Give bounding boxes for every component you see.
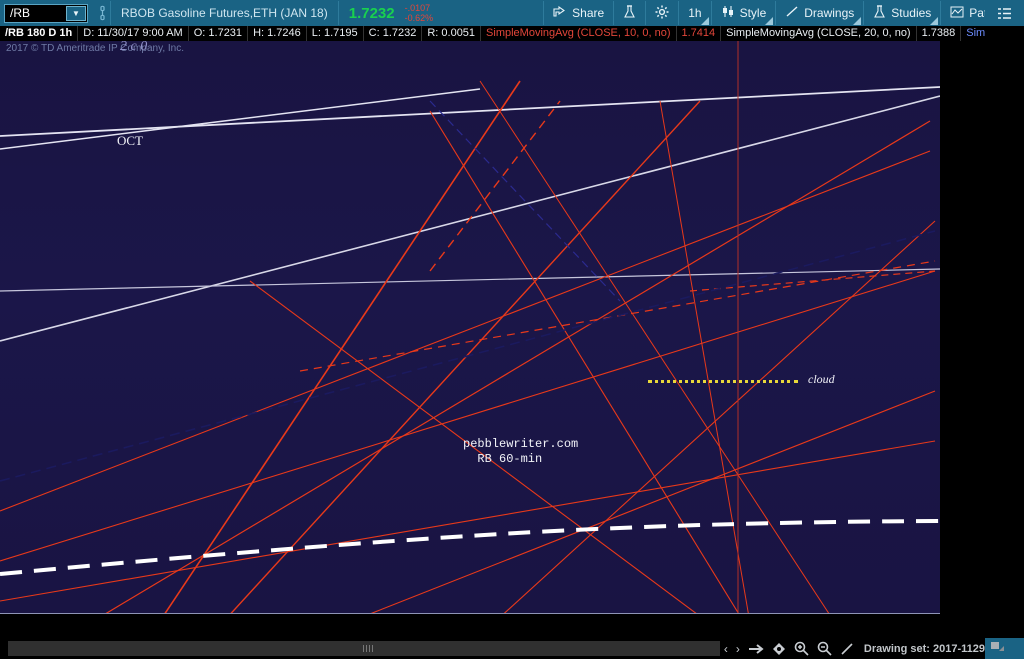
- top-toolbar: ▼ RBOB Gasoline Futures,ETH (JAN 18) 1.7…: [0, 0, 1024, 26]
- corner-expand-icon[interactable]: [930, 17, 939, 25]
- drawings-button[interactable]: Drawings: [776, 0, 863, 26]
- symbol-selector[interactable]: ▼: [0, 0, 110, 26]
- price-axis[interactable]: [940, 41, 985, 613]
- sidebar-tab-strip: [985, 26, 1024, 638]
- horizontal-scrollbar[interactable]: [8, 641, 720, 656]
- bottom-bar: ‹ › Drawi: [0, 638, 993, 659]
- crosshair-icon[interactable]: [768, 642, 790, 656]
- line-tool-icon[interactable]: [836, 642, 858, 656]
- bar-high: H: 1.7246: [248, 26, 307, 41]
- copyright-text: 2017 © TD Ameritrade IP Company, Inc.: [6, 43, 184, 54]
- price-change: -.0107 -0.62%: [405, 3, 444, 23]
- study-sma10-label: SimpleMovingAvg (CLOSE, 10, 0, no): [481, 26, 677, 41]
- flask-icon: [623, 4, 636, 22]
- flask-icon: [873, 4, 886, 22]
- list-menu-icon[interactable]: [985, 0, 1024, 26]
- timeframe-button[interactable]: 1h: [679, 0, 710, 26]
- drawing-set-text: Drawing set: 2017-1129: [863, 642, 985, 655]
- study-sma10-value: 1.7414: [677, 26, 722, 41]
- symbol-input[interactable]: [5, 6, 63, 20]
- toolbar-divider: [863, 1, 865, 25]
- scrollbar-grip[interactable]: [363, 645, 373, 652]
- toolbar-divider: [645, 1, 647, 25]
- resize-corner-icon[interactable]: [991, 640, 1005, 655]
- candlestick-icon: [721, 5, 735, 21]
- annotation-subtitle: RB 60-min: [463, 452, 543, 466]
- toolbar-divider: [710, 1, 712, 25]
- right-sidebar: [985, 0, 1024, 659]
- toolbar-divider: [110, 1, 111, 25]
- bar-low: L: 1.7195: [307, 26, 364, 41]
- bar-date: D: 11/30/17 9:00 AM: [78, 26, 189, 41]
- studies-label: Studies: [891, 6, 932, 20]
- zoom-in-icon[interactable]: [790, 641, 813, 656]
- corner-expand-icon[interactable]: [765, 17, 774, 25]
- time-axis[interactable]: [0, 613, 940, 638]
- zoom-out-icon[interactable]: [813, 641, 836, 656]
- toolbar-divider: [613, 1, 615, 25]
- chart-info-bar: /RB 180 D 1h D: 11/30/17 9:00 AM O: 1.72…: [0, 26, 1024, 41]
- drawings-label: Drawings: [804, 6, 855, 20]
- study-sma20-label: SimpleMovingAvg (CLOSE, 20, 0, no): [721, 26, 917, 41]
- change-absolute: -.0107: [404, 3, 431, 13]
- last-price: 1.7232: [348, 4, 395, 22]
- share-label: Share: [572, 6, 605, 20]
- toolbar-divider: [337, 1, 339, 25]
- corner-expand-icon[interactable]: [700, 17, 709, 25]
- studies-quick-button[interactable]: [614, 0, 645, 26]
- share-icon: [553, 5, 567, 21]
- drawing-set-label[interactable]: Drawing set: 2017-1129: [863, 642, 993, 655]
- line-tool-icon: [785, 5, 799, 21]
- prev-arrow-icon[interactable]: ‹: [723, 641, 728, 656]
- annotation-site: pebblewriter.com: [463, 437, 579, 451]
- toolbar-divider: [543, 1, 545, 25]
- next-arrow-icon[interactable]: ›: [735, 641, 740, 656]
- instrument-name: RBOB Gasoline Futures,ETH (JAN 18): [121, 6, 328, 20]
- copyright-label: 2017 © TD Ameritrade IP Company, Inc.: [6, 43, 185, 54]
- chart-spec: /RB 180 D 1h: [0, 26, 79, 41]
- symbol-box[interactable]: ▼: [4, 3, 88, 23]
- trendline-drawings: [0, 41, 940, 613]
- bar-range: R: 0.0051: [422, 26, 482, 41]
- chevron-down-icon[interactable]: ▼: [66, 5, 86, 21]
- pan-icon[interactable]: [744, 643, 768, 655]
- share-button[interactable]: Share: [544, 0, 613, 26]
- settings-button[interactable]: [646, 0, 678, 26]
- toolbar-divider: [678, 1, 680, 25]
- price-chart[interactable]: cloud pebblewriter.com RB 60-min 2017 © …: [0, 41, 940, 613]
- studies-button[interactable]: Studies: [864, 0, 940, 26]
- corner-expand-icon[interactable]: [853, 17, 862, 25]
- pattern-icon: [950, 6, 964, 21]
- cloud-label: cloud: [808, 372, 835, 386]
- toolbar-divider: [775, 1, 777, 25]
- month-label: OCT: [117, 133, 143, 148]
- study-sma20-value: 1.7388: [917, 26, 962, 41]
- chain-link-icon[interactable]: [94, 3, 110, 23]
- style-label: Style: [739, 6, 767, 20]
- bar-close: C: 1.7232: [364, 26, 423, 41]
- watermark-text: 2 c 0: [120, 41, 148, 54]
- bar-open: O: 1.7231: [189, 26, 249, 41]
- gear-icon: [655, 5, 669, 22]
- change-percent: -0.62%: [404, 13, 434, 23]
- style-button[interactable]: Style: [712, 0, 776, 26]
- toolbar-divider: [940, 1, 942, 25]
- timeframe-label: 1h: [688, 6, 702, 20]
- cloud-line: [648, 380, 798, 383]
